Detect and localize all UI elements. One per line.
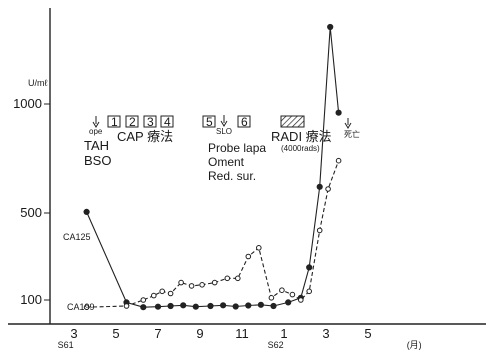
- point-ca199-2: [140, 297, 147, 303]
- point-ca125-16: [316, 183, 323, 190]
- cap-box-2-label: 2: [129, 115, 136, 129]
- x-tick-label-6: 3: [322, 326, 329, 341]
- box-6: [237, 115, 251, 128]
- y-tick-label-0: 100: [20, 292, 42, 307]
- cap-box-1-label: 1: [111, 115, 118, 129]
- tah-label: TAH: [84, 138, 109, 153]
- bso-label: BSO: [84, 153, 111, 168]
- ope-arrowhead: [92, 121, 100, 128]
- x-tick-label-4: 11: [235, 326, 249, 341]
- point-ca199-15: [279, 287, 285, 294]
- x-tick-label-3: 9: [196, 326, 203, 341]
- point-ca199-16: [289, 291, 296, 298]
- point-ca125-6: [192, 303, 199, 310]
- point-ca125-4: [167, 302, 174, 310]
- point-ca125-17: [327, 23, 334, 31]
- y-tick-label-2: 1000: [13, 96, 42, 111]
- point-ca125-3: [154, 303, 162, 310]
- box-5-label: 5: [206, 115, 213, 129]
- x-sublabels: S61 S62 (月): [58, 340, 422, 350]
- point-ca199-21: [335, 157, 342, 164]
- series-line-ca199: [86, 160, 340, 308]
- point-ca199-1: [123, 303, 130, 309]
- cap-box-1: [107, 115, 121, 128]
- y-axis-label: U/mℓ: [28, 78, 48, 88]
- point-ca199-19: [316, 227, 323, 234]
- annotations: ope TAH BSO 1 2 3 4 CAP 療法 5 SLO 6 Probe…: [84, 115, 360, 183]
- point-ca199-13: [256, 245, 262, 251]
- rads-label: (4000rads): [281, 144, 320, 153]
- point-ca199-7: [188, 283, 195, 289]
- point-ca199-6: [178, 279, 184, 286]
- point-ca199-20: [325, 186, 331, 192]
- x-tick-label-5: 1: [280, 326, 287, 341]
- point-ca125-13: [285, 299, 292, 306]
- cap-box-3-label: 3: [147, 115, 154, 129]
- red-label: Red. sur.: [208, 169, 256, 183]
- slo-arrowhead: [220, 120, 228, 127]
- point-ca125-15: [306, 264, 313, 271]
- x-sublabel-2: (月): [407, 340, 422, 350]
- slo-label: SLO: [216, 127, 232, 136]
- box-5: [202, 115, 216, 128]
- x-tick-label-0: 3: [70, 326, 77, 341]
- x-sublabel-1: S62: [268, 340, 284, 350]
- point-ca125-18: [335, 109, 342, 116]
- series-label-ca125: CA125: [63, 232, 91, 242]
- point-ca125-2: [140, 304, 147, 311]
- point-ca199-5: [167, 290, 174, 297]
- point-ca199-10: [224, 275, 231, 282]
- point-ca199-18: [306, 288, 313, 295]
- cap-box-4-label: 4: [164, 115, 171, 129]
- point-ca125-8: [220, 302, 227, 309]
- x-tick-label-1: 5: [112, 326, 119, 341]
- probe-label: Probe lapa: [208, 141, 266, 155]
- cap-box-4: [160, 115, 174, 128]
- point-ca125-10: [245, 302, 252, 309]
- point-ca125-5: [180, 302, 187, 309]
- y-tick-label-1: 500: [20, 205, 42, 220]
- cap-label: CAP 療法: [117, 129, 173, 144]
- point-ca199-3: [151, 292, 157, 299]
- series-layer: [83, 23, 342, 311]
- point-ca199-8: [199, 282, 205, 288]
- point-ca125-9: [232, 303, 239, 310]
- point-ca125-0: [83, 208, 90, 215]
- y-ticks: 100 500 1000: [13, 96, 50, 307]
- point-ca199-14: [268, 295, 275, 301]
- oment-label: Oment: [208, 155, 245, 169]
- point-ca199-11: [235, 275, 241, 282]
- point-ca199-17: [298, 297, 304, 303]
- x-tick-label-7: 5: [364, 326, 371, 341]
- point-ca199-9: [211, 279, 218, 286]
- point-ca199-4: [159, 288, 165, 295]
- death-arrowhead: [344, 122, 352, 129]
- series-label-ca199: CA199: [67, 302, 95, 312]
- box-6-label: 6: [241, 115, 248, 129]
- x-sublabel-0: S61: [58, 340, 74, 350]
- point-ca125-11: [257, 301, 264, 308]
- x-tick-label-2: 7: [154, 326, 161, 341]
- cap-box-2: [125, 115, 139, 128]
- x-ticks: 3 5 7 9 11 1 3 5: [70, 326, 371, 341]
- radi-label: RADI 療法: [271, 129, 332, 144]
- ope-label: ope: [89, 127, 103, 136]
- point-ca199-0: [83, 304, 90, 311]
- point-ca125-7: [207, 302, 214, 310]
- cap-box-3: [143, 115, 157, 128]
- radi-hatch-box: [280, 115, 305, 128]
- point-ca199-12: [245, 253, 252, 260]
- death-label: 死亡: [344, 129, 360, 139]
- point-ca125-12: [270, 302, 277, 310]
